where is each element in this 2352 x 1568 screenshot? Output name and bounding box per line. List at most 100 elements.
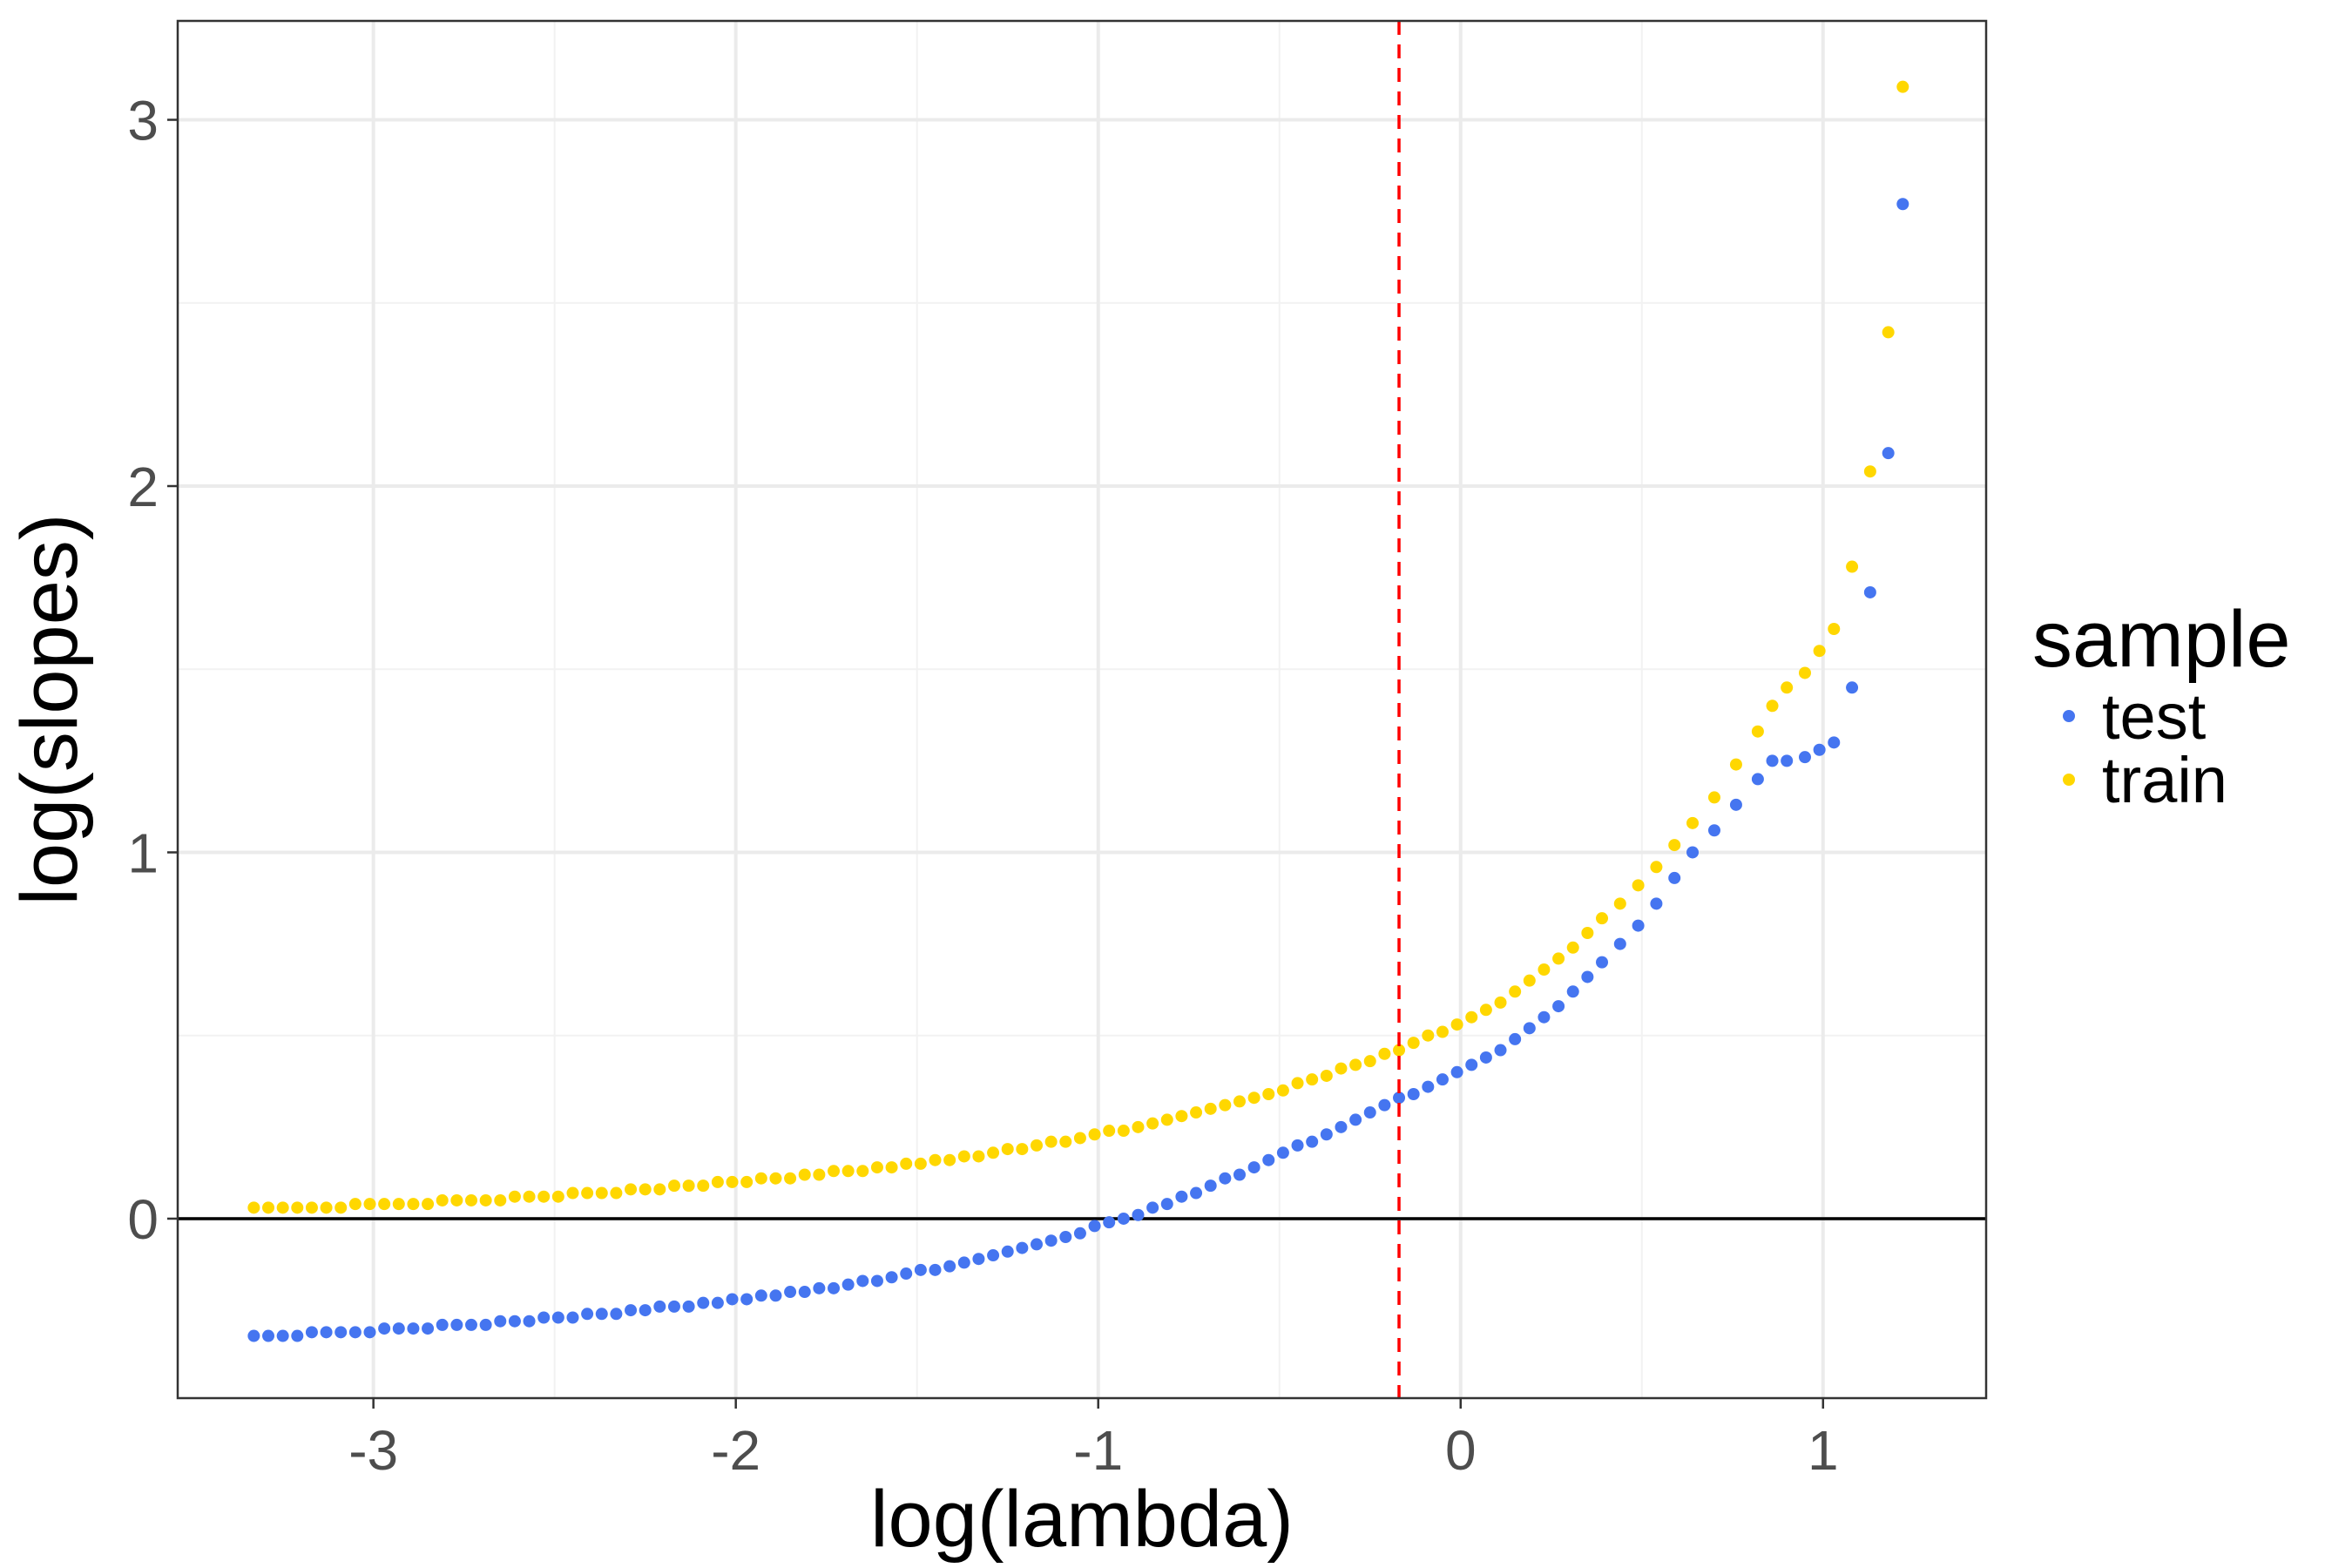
data-point-train <box>436 1193 449 1206</box>
data-point-test <box>1378 1098 1391 1112</box>
data-point-test <box>682 1300 695 1313</box>
data-point-test <box>1117 1212 1130 1225</box>
data-point-test <box>1882 447 1895 460</box>
major-gridlines <box>178 21 1986 1398</box>
data-point-train <box>1363 1055 1376 1068</box>
data-point-train <box>1650 861 1663 874</box>
data-point-test <box>1233 1168 1246 1181</box>
data-point-test <box>1494 1044 1507 1057</box>
data-point-test <box>392 1322 405 1335</box>
data-point-train <box>943 1153 956 1166</box>
data-point-test <box>1846 681 1859 694</box>
data-point-train <box>885 1161 898 1174</box>
data-point-train <box>1766 700 1779 713</box>
data-points <box>247 80 1909 1342</box>
data-point-test <box>914 1263 927 1276</box>
data-point-test <box>1581 970 1594 983</box>
data-point-test <box>1044 1234 1058 1247</box>
data-point-test <box>1320 1128 1333 1141</box>
data-point-test <box>1479 1051 1492 1064</box>
legend-label-train: train <box>2102 744 2227 816</box>
data-point-test <box>987 1249 1000 1262</box>
data-point-train <box>653 1183 666 1196</box>
data-point-train <box>610 1186 623 1200</box>
data-point-train <box>900 1157 913 1170</box>
data-point-train <box>407 1198 420 1211</box>
data-point-train <box>697 1179 710 1193</box>
data-point-test <box>363 1326 376 1339</box>
data-point-test <box>1863 585 1876 598</box>
data-point-test <box>957 1256 970 1269</box>
data-point-test <box>407 1322 420 1335</box>
data-point-train <box>667 1179 680 1193</box>
data-point-train <box>1422 1029 1435 1042</box>
legend-key-test <box>2063 710 2075 722</box>
data-point-test <box>1291 1139 1304 1152</box>
data-point-test <box>1632 919 1645 932</box>
data-point-train <box>1378 1047 1391 1060</box>
x-axis-ticks: -3 -2 -1 0 1 <box>348 1398 1839 1482</box>
data-point-train <box>784 1172 797 1185</box>
data-point-test <box>1393 1092 1406 1105</box>
data-point-train <box>1306 1073 1319 1086</box>
data-point-test <box>436 1318 449 1331</box>
data-point-train <box>711 1175 724 1188</box>
data-point-train <box>929 1153 942 1166</box>
data-point-train <box>1276 1084 1289 1097</box>
data-point-test <box>1175 1190 1188 1203</box>
data-point-train <box>1393 1044 1406 1057</box>
data-point-train <box>754 1172 767 1185</box>
data-point-test <box>537 1311 551 1324</box>
data-point-test <box>1204 1179 1217 1193</box>
data-point-test <box>929 1263 942 1276</box>
data-point-test <box>653 1300 666 1313</box>
data-point-train <box>1538 963 1551 977</box>
x-tick-label: -3 <box>348 1419 398 1482</box>
data-point-test <box>1247 1161 1260 1174</box>
data-point-train <box>769 1172 782 1185</box>
data-point-test <box>450 1318 463 1331</box>
data-point-train <box>262 1201 275 1214</box>
data-point-train <box>682 1179 695 1193</box>
data-point-test <box>1566 985 1579 998</box>
data-point-test <box>1436 1073 1449 1086</box>
x-tick-label: 1 <box>1808 1419 1839 1482</box>
data-point-train <box>798 1168 811 1181</box>
data-point-test <box>1335 1120 1348 1133</box>
y-tick-label: 2 <box>127 456 159 518</box>
data-point-train <box>523 1190 536 1203</box>
data-point-train <box>1813 645 1826 658</box>
data-point-train <box>1596 912 1609 925</box>
data-point-test <box>769 1289 782 1302</box>
data-point-test <box>1707 824 1720 837</box>
data-point-test <box>1538 1010 1551 1024</box>
y-axis-ticks: 0 1 2 3 <box>127 90 178 1251</box>
data-point-train <box>335 1201 348 1214</box>
legend-label-test: test <box>2102 680 2207 753</box>
data-point-train <box>1320 1069 1333 1082</box>
data-point-train <box>305 1201 318 1214</box>
data-point-test <box>1407 1088 1420 1101</box>
data-point-train <box>348 1198 362 1211</box>
data-point-train <box>581 1186 594 1200</box>
y-tick-label: 0 <box>127 1188 159 1251</box>
data-point-train <box>1494 996 1507 1009</box>
data-point-test <box>464 1318 477 1331</box>
data-point-train <box>363 1198 376 1211</box>
data-point-test <box>291 1329 304 1342</box>
data-point-test <box>1766 754 1779 767</box>
data-point-test <box>1450 1065 1463 1078</box>
data-point-train <box>1896 80 1909 93</box>
data-point-train <box>1552 952 1565 965</box>
x-tick-label: -1 <box>1073 1419 1123 1482</box>
data-point-test <box>610 1308 623 1321</box>
data-point-train <box>1509 985 1522 998</box>
x-tick-label: -2 <box>711 1419 760 1482</box>
data-point-test <box>247 1329 260 1342</box>
data-point-train <box>1088 1128 1101 1141</box>
data-point-train <box>1707 791 1720 804</box>
data-point-train <box>1160 1113 1173 1126</box>
data-point-train <box>914 1157 927 1170</box>
data-point-test <box>754 1289 767 1302</box>
